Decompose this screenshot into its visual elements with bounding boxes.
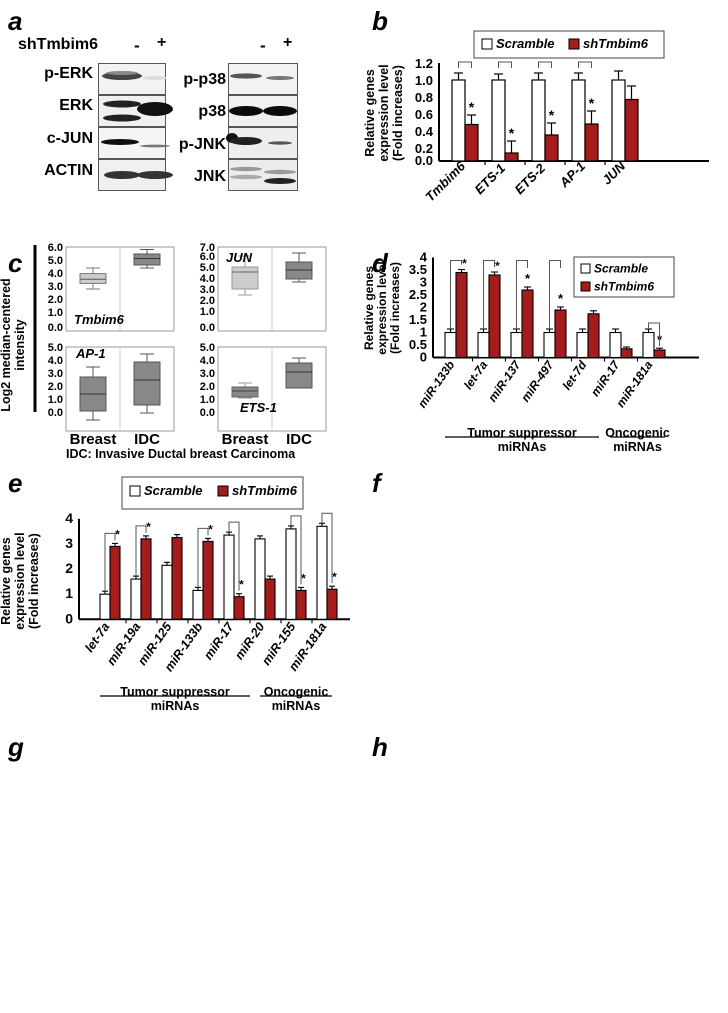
svg-text:ETS-1: ETS-1 xyxy=(240,400,277,415)
svg-text:Tmbim6: Tmbim6 xyxy=(74,312,125,327)
svg-text:2: 2 xyxy=(65,560,73,576)
svg-text:2.0: 2.0 xyxy=(48,294,63,306)
svg-text:IDC: IDC xyxy=(286,431,312,448)
svg-text:Breast: Breast xyxy=(70,431,117,448)
svg-text:miR-133b: miR-133b xyxy=(415,358,457,410)
svg-text:(Fold increases): (Fold increases) xyxy=(388,262,402,354)
svg-text:miR-17: miR-17 xyxy=(201,619,237,662)
svg-text:3.0: 3.0 xyxy=(48,368,63,380)
svg-text:0: 0 xyxy=(420,350,427,365)
svg-text:1.0: 1.0 xyxy=(415,73,433,88)
svg-text:4.0: 4.0 xyxy=(200,355,215,367)
svg-text:3.0: 3.0 xyxy=(48,281,63,293)
svg-text:expression level: expression level xyxy=(13,532,27,629)
svg-text:0.6: 0.6 xyxy=(415,107,433,122)
svg-text:*: * xyxy=(115,527,120,541)
svg-text:1: 1 xyxy=(65,585,73,601)
svg-text:shTmbim6: shTmbim6 xyxy=(594,280,654,294)
svg-text:let-7a: let-7a xyxy=(82,620,112,655)
svg-text:*: * xyxy=(509,125,515,141)
svg-text:miR-17: miR-17 xyxy=(588,357,623,399)
svg-text:*: * xyxy=(549,107,555,123)
svg-text:intensity: intensity xyxy=(13,319,27,370)
svg-text:5.0: 5.0 xyxy=(48,342,63,354)
svg-text:JUN: JUN xyxy=(226,250,253,265)
svg-text:2.0: 2.0 xyxy=(200,381,215,393)
svg-text:5.0: 5.0 xyxy=(200,342,215,354)
svg-text:(Fold increases): (Fold increases) xyxy=(391,65,405,161)
svg-text:let-7a: let-7a xyxy=(461,358,491,392)
svg-text:0: 0 xyxy=(65,610,73,626)
svg-text:*: * xyxy=(469,99,475,115)
svg-text:JUN: JUN xyxy=(599,158,628,187)
svg-text:Scramble: Scramble xyxy=(144,483,203,498)
svg-text:2.0: 2.0 xyxy=(48,381,63,393)
svg-text:0.4: 0.4 xyxy=(415,124,434,139)
svg-text:let-7d: let-7d xyxy=(560,358,590,393)
svg-text:0.0: 0.0 xyxy=(48,407,63,419)
svg-text:6.0: 6.0 xyxy=(48,242,63,254)
svg-text:*: * xyxy=(525,271,531,286)
svg-text:*: * xyxy=(146,520,151,534)
svg-text:Relative genes: Relative genes xyxy=(364,69,377,157)
svg-text:4.0: 4.0 xyxy=(48,355,63,367)
svg-text:Breast: Breast xyxy=(222,431,269,448)
svg-text:expression level: expression level xyxy=(375,261,389,354)
svg-text:*: * xyxy=(301,571,306,585)
svg-text:0.0: 0.0 xyxy=(200,407,215,419)
svg-text:*: * xyxy=(495,259,500,273)
svg-text:shTmbim6: shTmbim6 xyxy=(583,36,649,51)
svg-text:Scramble: Scramble xyxy=(496,36,555,51)
svg-text:*: * xyxy=(462,257,467,271)
svg-text:1.0: 1.0 xyxy=(48,307,63,319)
svg-text:1.0: 1.0 xyxy=(48,394,63,406)
svg-text:4.0: 4.0 xyxy=(48,268,63,280)
svg-text:IDC: IDC xyxy=(134,431,160,448)
svg-text:0.0: 0.0 xyxy=(48,322,63,334)
svg-text:5.0: 5.0 xyxy=(48,255,63,267)
svg-text:3: 3 xyxy=(65,535,73,551)
svg-text:0.0: 0.0 xyxy=(200,322,215,334)
svg-text:ETS-1: ETS-1 xyxy=(471,161,508,198)
svg-text:(Fold increases): (Fold increases) xyxy=(27,533,41,629)
svg-text:ETS-2: ETS-2 xyxy=(511,160,548,197)
svg-text:expression level: expression level xyxy=(377,64,391,161)
svg-text:*: * xyxy=(208,522,213,536)
svg-text:1.2: 1.2 xyxy=(415,56,433,71)
svg-text:Log2 median-centered: Log2 median-centered xyxy=(0,278,13,411)
svg-text:*: * xyxy=(589,95,595,111)
svg-text:*: * xyxy=(332,570,337,584)
svg-text:3.0: 3.0 xyxy=(200,368,215,380)
svg-text:1.0: 1.0 xyxy=(200,394,215,406)
svg-text:*: * xyxy=(558,291,564,306)
svg-text:1.0: 1.0 xyxy=(200,306,215,318)
svg-text:4: 4 xyxy=(65,510,73,526)
svg-text:AP-1: AP-1 xyxy=(556,159,588,191)
svg-text:0.8: 0.8 xyxy=(415,90,433,105)
svg-text:Relative genes: Relative genes xyxy=(0,537,13,625)
svg-text:shTmbim6: shTmbim6 xyxy=(232,483,298,498)
svg-text:Scramble: Scramble xyxy=(594,262,648,276)
svg-text:miR-497: miR-497 xyxy=(518,357,557,404)
svg-text:*: * xyxy=(239,578,244,592)
svg-text:0.0: 0.0 xyxy=(415,153,433,168)
svg-text:AP-1: AP-1 xyxy=(75,346,106,361)
